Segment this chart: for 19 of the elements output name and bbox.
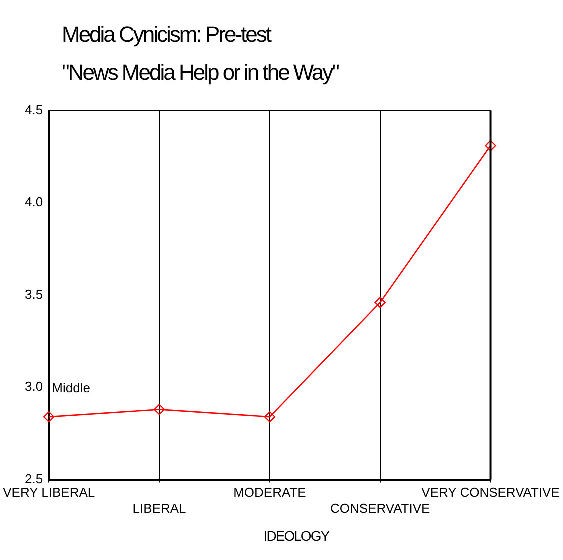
point bbox=[264, 411, 276, 423]
x-tick-label: LIBERAL bbox=[132, 500, 186, 516]
x-axis-title: IDEOLOGY bbox=[262, 528, 330, 544]
y-tick-label: 3.0 bbox=[25, 379, 44, 394]
y-tick-label: 3.5 bbox=[25, 286, 44, 302]
y-tick-label: 4.0 bbox=[25, 194, 44, 210]
chart-title: Media Cynicism: Pre-test bbox=[62, 21, 272, 49]
point bbox=[44, 411, 55, 423]
point bbox=[485, 140, 496, 152]
x-tick-label: MODERATE bbox=[234, 485, 307, 500]
chart-subtitle: "News Media Help or in the Way" bbox=[62, 60, 340, 87]
point bbox=[374, 297, 386, 308]
y-tick-label: 2.5 bbox=[25, 471, 44, 486]
x-tick-label: VERY CONSERVATIVE bbox=[422, 485, 560, 500]
y-tick-label: 4.5 bbox=[25, 102, 44, 118]
x-tick-label: CONSERVATIVE bbox=[330, 500, 431, 516]
x-tick-label: VERY LIBERAL bbox=[3, 485, 96, 500]
annotation: Middle bbox=[52, 380, 90, 396]
point bbox=[154, 404, 166, 416]
